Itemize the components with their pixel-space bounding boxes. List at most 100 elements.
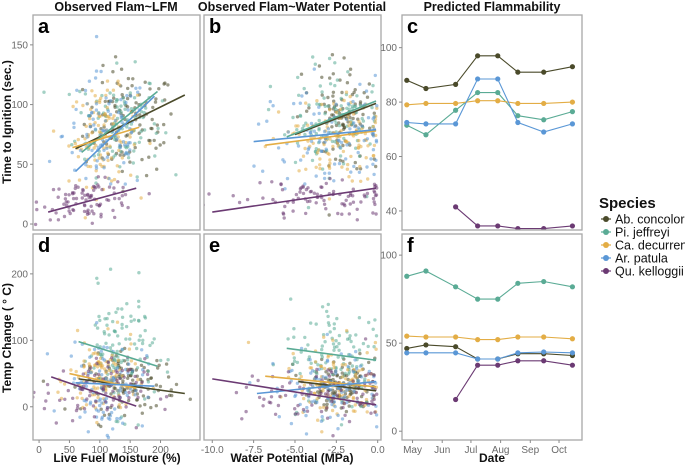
point-pijeffreyi	[164, 131, 168, 135]
point-pijeffreyi	[83, 92, 88, 96]
point-cadecurrens	[83, 216, 88, 220]
point-pijeffreyi	[96, 281, 100, 285]
point-cadecurrens	[51, 129, 56, 133]
series-point-arpatula	[541, 349, 547, 355]
point-pijeffreyi	[322, 96, 326, 100]
point-qukelloggii	[118, 376, 122, 381]
point-pijeffreyi	[317, 128, 321, 132]
point-arpatula	[324, 375, 328, 379]
point-abconcolor	[355, 167, 359, 171]
legend-item: Qu. kelloggii	[601, 265, 684, 279]
point-pijeffreyi	[128, 337, 132, 341]
point-arpatula	[261, 169, 265, 173]
point-cadecurrens	[246, 340, 251, 345]
series-point-arpatula	[495, 356, 501, 362]
point-arpatula	[322, 129, 327, 134]
point-arpatula	[107, 102, 111, 106]
point-abconcolor	[100, 80, 105, 85]
point-pijeffreyi	[78, 89, 82, 94]
point-abconcolor	[125, 105, 130, 109]
point-pijeffreyi	[67, 92, 72, 97]
point-cadecurrens	[112, 177, 117, 182]
point-abconcolor	[148, 87, 152, 91]
point-qukelloggii	[91, 404, 96, 408]
point-pijeffreyi	[140, 341, 145, 346]
point-arpatula	[124, 367, 128, 372]
legend-item: Ar. patula	[601, 252, 668, 266]
point-abconcolor	[143, 80, 147, 84]
point-cadecurrens	[372, 153, 376, 158]
point-pijeffreyi	[373, 318, 377, 322]
point-qukelloggii	[296, 412, 300, 416]
point-cadecurrens	[320, 430, 324, 434]
point-qukelloggii	[74, 196, 79, 201]
point-pijeffreyi	[346, 70, 350, 74]
point-arpatula	[360, 124, 364, 128]
series-point-pijeffreyi	[569, 284, 576, 290]
point-arpatula	[352, 124, 357, 129]
point-qukelloggii	[67, 209, 71, 213]
point-cadecurrens	[139, 196, 143, 200]
point-arpatula	[90, 110, 94, 115]
point-pijeffreyi	[129, 319, 133, 323]
point-pijeffreyi	[299, 350, 303, 354]
point-pijeffreyi	[129, 314, 133, 318]
point-qukelloggii	[111, 389, 115, 393]
point-abconcolor	[330, 125, 334, 129]
point-pijeffreyi	[346, 372, 351, 376]
point-cadecurrens	[373, 120, 378, 125]
point-qukelloggii	[347, 212, 351, 216]
point-arpatula	[328, 388, 333, 392]
point-pijeffreyi	[110, 149, 115, 153]
series-point-qukelloggii	[475, 362, 481, 368]
point-abconcolor	[151, 105, 155, 110]
point-arpatula	[356, 150, 360, 155]
point-qukelloggii	[244, 385, 249, 389]
point-pijeffreyi	[349, 339, 353, 344]
point-arpatula	[290, 368, 294, 373]
point-arpatula	[121, 140, 126, 144]
point-arpatula	[309, 121, 314, 126]
panel-e: e -10.0 -7.5 -5.0 -2.5 0.0	[201, 233, 385, 456]
xlabel-water-potential: Water Potential (MPa)	[231, 451, 354, 465]
point-qukelloggii	[279, 182, 283, 187]
point-arpatula	[92, 123, 96, 127]
point-cadecurrens	[375, 106, 379, 110]
point-cadecurrens	[96, 395, 100, 400]
point-qukelloggii	[96, 175, 101, 179]
point-qukelloggii	[286, 370, 291, 374]
point-pijeffreyi	[132, 318, 136, 322]
point-abconcolor	[144, 173, 149, 178]
point-pijeffreyi	[120, 326, 124, 330]
point-pijeffreyi	[123, 107, 127, 111]
point-pijeffreyi	[95, 343, 99, 347]
point-qukelloggii	[315, 192, 319, 196]
point-abconcolor	[158, 384, 163, 389]
point-pijeffreyi	[357, 348, 362, 352]
point-qukelloggii	[269, 395, 274, 399]
point-pijeffreyi	[298, 371, 302, 376]
point-qukelloggii	[273, 412, 278, 416]
point-qukelloggii	[351, 200, 356, 204]
x-tick-label: 100	[91, 445, 108, 456]
point-abconcolor	[122, 413, 127, 418]
point-qukelloggii	[348, 193, 353, 197]
point-arpatula	[100, 401, 104, 405]
x-tick-label: May	[403, 445, 422, 456]
point-qukelloggii	[301, 184, 305, 188]
point-cadecurrens	[344, 139, 349, 143]
series-point-pijeffreyi	[475, 296, 481, 302]
point-qukelloggii	[92, 212, 96, 216]
point-pijeffreyi	[357, 154, 362, 158]
point-qukelloggii	[82, 209, 87, 214]
point-qukelloggii	[86, 208, 90, 212]
point-qukelloggii	[296, 403, 300, 408]
point-cadecurrens	[318, 166, 322, 171]
series-point-abconcolor	[495, 53, 501, 59]
point-arpatula	[314, 174, 318, 178]
series-point-abconcolor	[569, 64, 576, 70]
point-cadecurrens	[326, 151, 330, 155]
point-cadecurrens	[360, 367, 364, 372]
y-tick-label: 150	[11, 40, 28, 51]
point-pijeffreyi	[117, 342, 121, 346]
